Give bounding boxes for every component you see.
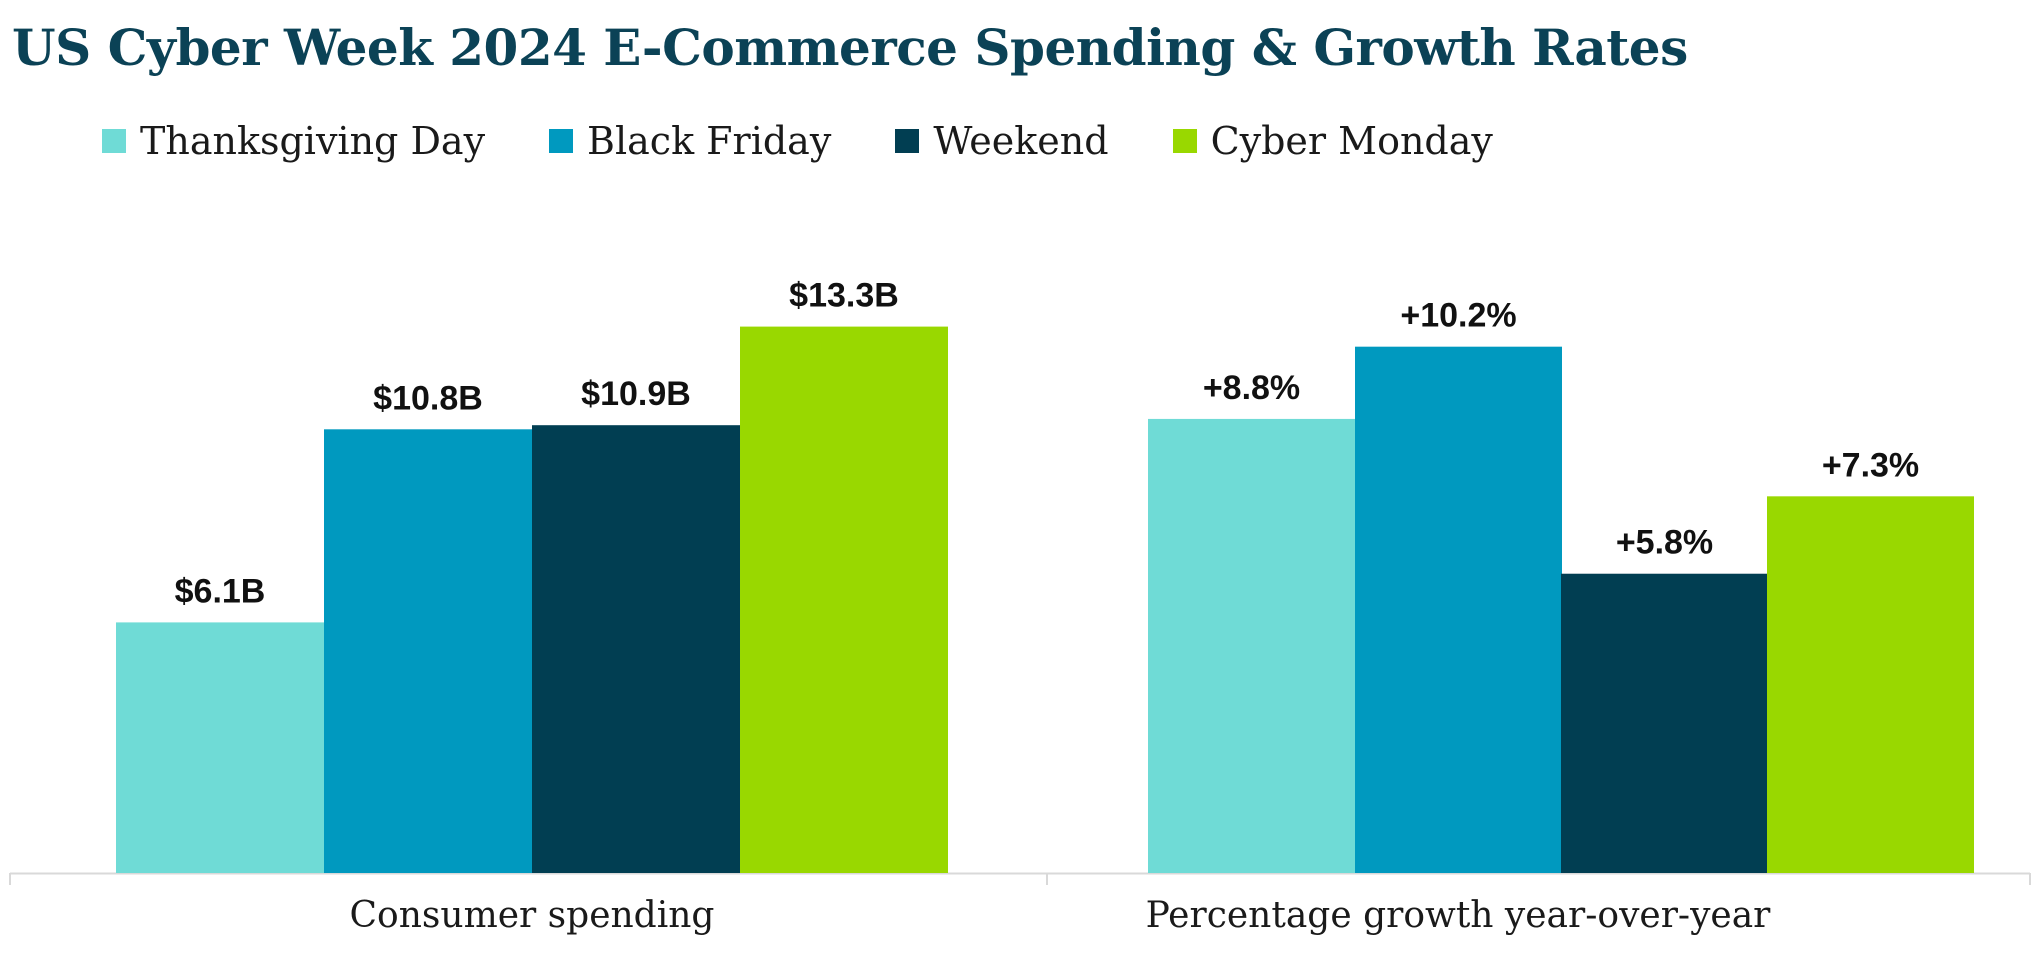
data-label-consumer-spending-weekend: $10.9B — [581, 375, 691, 413]
data-label-consumer-spending-thanksgiving-day: $6.1B — [175, 572, 266, 610]
legend-item-black-friday: Black Friday — [549, 119, 831, 163]
data-label-consumer-spending-black-friday: $10.8B — [373, 379, 483, 417]
chart-title: US Cyber Week 2024 E-Commerce Spending &… — [12, 18, 1688, 77]
bar-growth-weekend — [1561, 573, 1768, 873]
bar-growth-cyber-monday — [1767, 496, 1974, 873]
legend-label-cyber-monday: Cyber Monday — [1210, 119, 1493, 163]
bar-growth-thanksgiving-day — [1148, 418, 1355, 873]
data-label-growth-black-friday: +10.2% — [1400, 297, 1516, 335]
legend-item-weekend: Weekend — [895, 119, 1109, 163]
legend-swatch-thanksgiving-day — [102, 129, 126, 153]
category-label-growth: Percentage growth year-over-year — [1146, 895, 1772, 936]
bar-consumer-spending-black-friday — [324, 429, 532, 873]
bar-growth-black-friday — [1355, 346, 1562, 873]
category-label-consumer-spending: Consumer spending — [350, 895, 715, 936]
legend-label-weekend: Weekend — [933, 119, 1109, 163]
legend: Thanksgiving Day Black Friday Weekend Cy… — [102, 116, 1493, 166]
bar-consumer-spending-weekend — [532, 425, 740, 873]
legend-swatch-black-friday — [549, 129, 574, 153]
data-label-growth-thanksgiving-day: +8.8% — [1203, 369, 1300, 407]
legend-item-thanksgiving-day: Thanksgiving Day — [102, 119, 485, 163]
bar-consumer-spending-thanksgiving-day — [116, 622, 324, 873]
data-label-growth-cyber-monday: +7.3% — [1822, 446, 1919, 484]
data-label-consumer-spending-cyber-monday: $13.3B — [789, 277, 899, 315]
bar-consumer-spending-cyber-monday — [740, 326, 948, 873]
data-label-growth-weekend: +5.8% — [1616, 524, 1713, 562]
legend-swatch-weekend — [895, 129, 920, 153]
legend-label-thanksgiving-day: Thanksgiving Day — [140, 119, 486, 163]
legend-label-black-friday: Black Friday — [587, 119, 832, 163]
legend-item-cyber-monday: Cyber Monday — [1172, 119, 1493, 163]
legend-swatch-cyber-monday — [1172, 129, 1197, 153]
